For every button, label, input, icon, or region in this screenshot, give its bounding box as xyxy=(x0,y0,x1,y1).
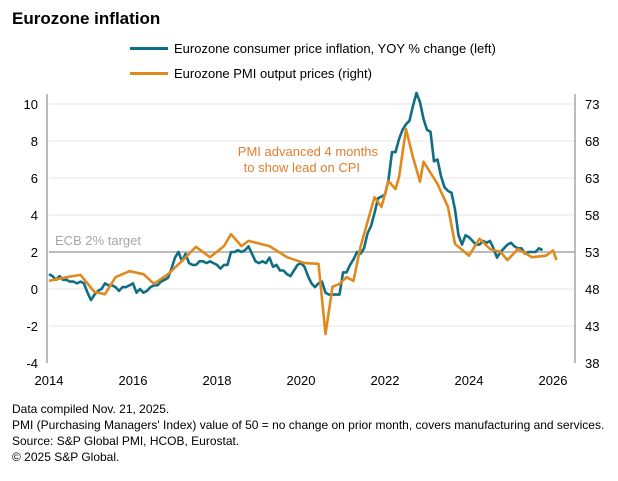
annotation-line-2: to show lead on CPI xyxy=(244,160,360,175)
y-right-tick-label: 68 xyxy=(585,134,599,149)
y-left-tick-label: -2 xyxy=(26,319,38,334)
series-line-cpi xyxy=(48,91,544,302)
footnote-copyright: © 2025 S&P Global. xyxy=(12,450,120,464)
footnote-pmi-definition: PMI (Purchasing Managers' Index) value o… xyxy=(12,418,605,432)
y-right-tick-label: 53 xyxy=(585,245,599,260)
legend-label-pmi: Eurozone PMI output prices (right) xyxy=(174,66,372,81)
ecb-target-label: ECB 2% target xyxy=(55,233,141,248)
y-left-tick-label: -4 xyxy=(26,356,38,371)
x-tick-label: 2026 xyxy=(539,373,568,388)
legend-label-cpi: Eurozone consumer price inflation, YOY %… xyxy=(174,41,496,56)
y-right-tick-label: 73 xyxy=(585,97,599,112)
annotation-line-1: PMI advanced 4 months xyxy=(238,144,379,159)
x-tick-label: 2024 xyxy=(455,373,484,388)
y-right-tick-label: 58 xyxy=(585,208,599,223)
y-left-tick-label: 6 xyxy=(31,171,38,186)
legend-item-pmi: Eurozone PMI output prices (right) xyxy=(130,66,372,81)
footnote-source: Source: S&P Global PMI, HCOB, Eurostat. xyxy=(12,434,240,448)
y-left-tick-label: 10 xyxy=(24,97,38,112)
footnotes: Data compiled Nov. 21, 2025. PMI (Purcha… xyxy=(12,401,604,465)
legend-item-cpi: Eurozone consumer price inflation, YOY %… xyxy=(130,41,496,56)
y-left-tick-label: 0 xyxy=(31,282,38,297)
x-tick-label: 2018 xyxy=(203,373,232,388)
x-tick-label: 2022 xyxy=(371,373,400,388)
legend-swatch-cpi xyxy=(130,47,168,50)
chart-title: Eurozone inflation xyxy=(12,9,161,28)
x-tick-label: 2016 xyxy=(119,373,148,388)
legend-swatch-pmi xyxy=(130,72,168,75)
x-tick-label: 2014 xyxy=(35,373,64,388)
y-left-tick-label: 4 xyxy=(31,208,38,223)
y-left-tick-label: 8 xyxy=(31,134,38,149)
y-right-tick-label: 43 xyxy=(585,319,599,334)
series-line-pmi xyxy=(48,127,558,336)
y-right-tick-label: 38 xyxy=(585,356,599,371)
y-right-tick-label: 63 xyxy=(585,171,599,186)
footnote-date: Data compiled Nov. 21, 2025. xyxy=(12,402,170,416)
x-tick-label: 2020 xyxy=(287,373,316,388)
y-right-tick-label: 48 xyxy=(585,282,599,297)
y-left-tick-label: 2 xyxy=(31,245,38,260)
